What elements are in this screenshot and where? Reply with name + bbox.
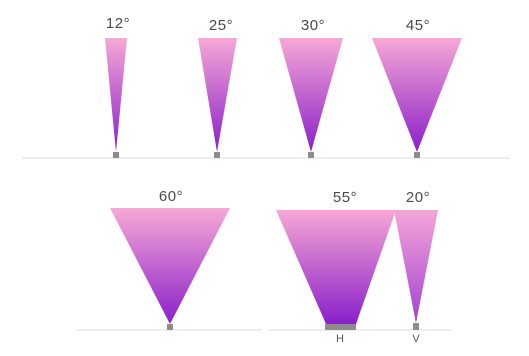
angle-label-12: 12° [105,15,131,32]
beam-20-v-cone [394,210,438,323]
angle-label-45: 45° [405,17,431,34]
beam-12-cone [105,38,127,152]
angle-label-20: 20° [405,189,431,206]
angle-label-60: 60° [158,188,184,205]
angle-label-55: 55° [332,189,358,206]
axis-label-v: V [412,333,420,345]
axis-label-h: H [336,333,344,345]
beam-45-cone [372,38,462,152]
beam-55-h-led [325,324,356,330]
angle-label-25: 25° [208,17,234,34]
beam-55-h-cone [276,210,396,324]
beam-20-v-led [413,323,419,330]
beam-60-cone [110,208,230,324]
beam-25-cone [198,38,237,152]
beam-45-led [414,152,420,158]
angle-label-30: 30° [300,17,326,34]
beam-30-cone [279,38,343,152]
beam-60-led [167,324,173,330]
beam-25-led [214,152,220,158]
beam-12-led [113,152,119,158]
beam-30-led [308,152,314,158]
